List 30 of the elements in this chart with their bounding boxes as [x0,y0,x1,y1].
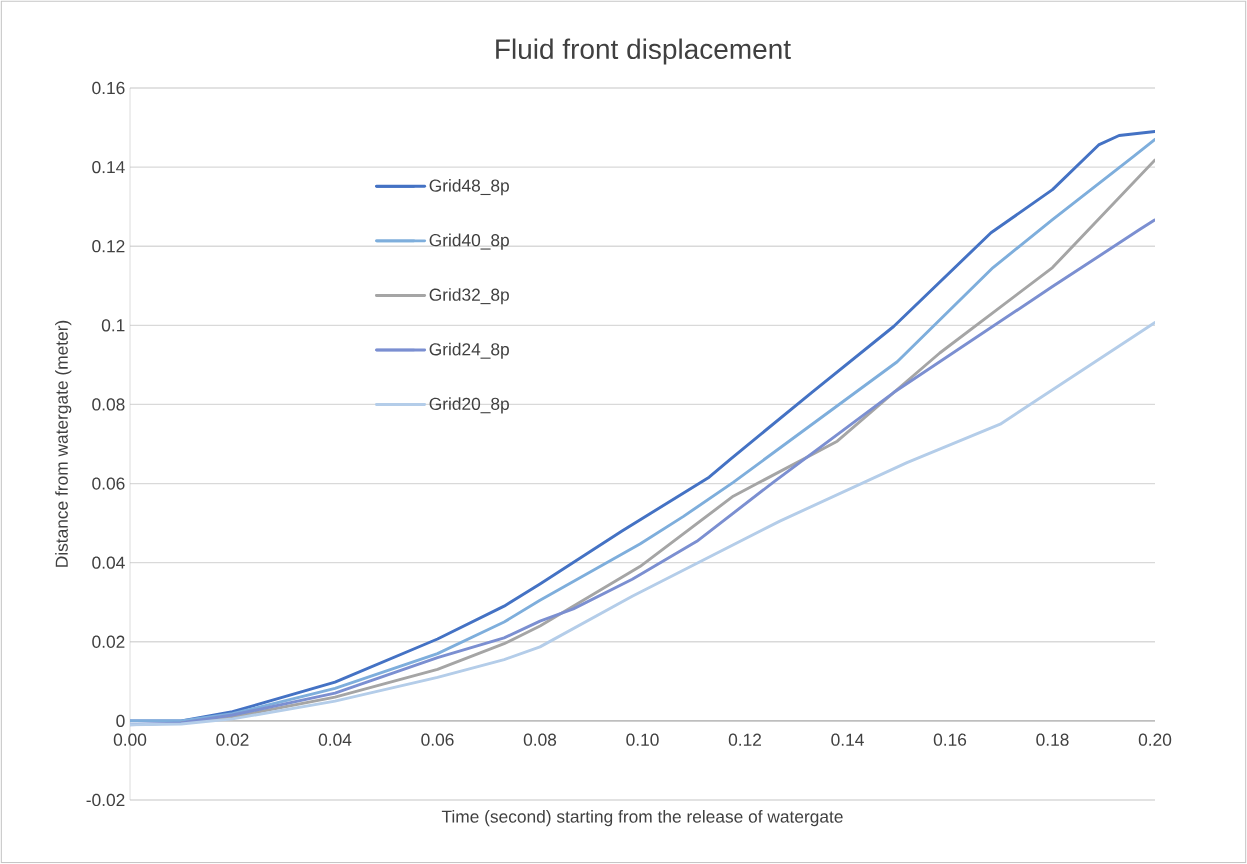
y-tick-label: 0.06 [92,477,125,490]
x-axis-title: Time (second) starting from the release of watergate [441,810,843,827]
x-tick-label: 0.04 [318,733,352,746]
y-axis-title: Distance from watergate (meter) [55,320,72,567]
y-tick-label: 0.08 [92,398,125,411]
y-tick-label: 0.02 [92,635,125,648]
x-tick-label: 0.10 [626,733,659,746]
x-tick-label: 0.00 [113,733,147,746]
y-tick-label: 0.1 [101,319,125,332]
x-tick-label: 0.18 [1036,733,1069,746]
legend-label: Grid48_8p [429,179,509,196]
chart-title: Fluid front displacement [496,38,791,65]
x-tick-label: 0.02 [216,733,249,746]
y-tick-label: 0.04 [92,556,125,569]
x-tick-label: 0.12 [728,733,761,746]
x-tick-label: 0.20 [1138,733,1172,746]
legend-label: Grid24_8p [429,342,509,359]
legend-label: Grid32_8p [429,288,509,305]
x-tick-label: 0.06 [421,733,454,746]
legend-label: Grid40_8p [429,233,509,250]
y-tick-label: -0.02 [86,793,125,807]
x-tick-label: 0.08 [523,733,557,746]
y-tick-label: 0.12 [92,240,125,253]
x-tick-label: 0.16 [933,733,967,746]
legend-label: Grid20_8p [429,397,509,414]
y-tick-label: 0.16 [92,81,125,95]
x-tick-label: 0.14 [831,733,864,746]
line-series [130,321,1155,727]
y-tick-label: 0 [116,714,125,728]
y-tick-label: 0.14 [92,160,125,174]
